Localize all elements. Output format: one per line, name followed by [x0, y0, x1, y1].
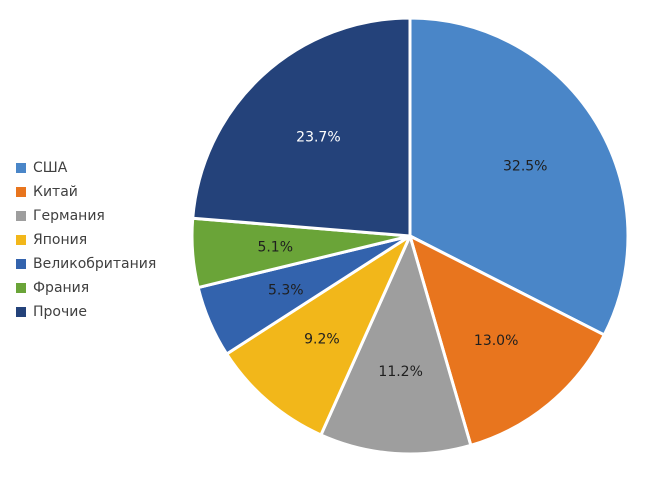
- legend-swatch: [16, 186, 26, 197]
- legend-item-3: Япония: [16, 230, 156, 249]
- legend-item-1: Китай: [16, 182, 156, 201]
- legend-label: Великобритания: [33, 255, 157, 272]
- legend-item-4: Великобритания: [16, 254, 156, 273]
- chart-legend: США Китай Германия Япония Великобритания Фран…: [16, 158, 156, 321]
- pie-slice-6: [191, 16, 412, 238]
- data-label-4: 5.3%: [268, 282, 304, 298]
- pie-slice-2: [319, 234, 473, 456]
- legend-item-5: Франия: [16, 278, 156, 297]
- legend-swatch: [16, 306, 26, 317]
- data-label-5: 5.1%: [257, 240, 293, 256]
- legend-swatch: [16, 258, 26, 269]
- legend-label: Прочие: [33, 303, 87, 320]
- pie-slice-3: [225, 234, 412, 437]
- legend-swatch: [16, 210, 26, 221]
- data-label-0: 32.5%: [503, 158, 547, 174]
- pie-slice-1: [408, 234, 606, 447]
- legend-swatch: [16, 234, 26, 245]
- legend-label: Япония: [33, 231, 88, 248]
- pie-slice-0: [408, 16, 630, 337]
- legend-swatch: [16, 162, 26, 173]
- data-label-3: 9.2%: [304, 332, 340, 348]
- legend-label: Германия: [33, 207, 105, 224]
- legend-label: Франия: [33, 279, 90, 296]
- legend-label: Китай: [33, 183, 78, 200]
- data-label-2: 11.2%: [378, 364, 422, 380]
- legend-label: США: [33, 159, 68, 176]
- data-label-1: 13.0%: [474, 333, 518, 349]
- legend-item-2: Германия: [16, 206, 156, 225]
- legend-item-0: США: [16, 158, 156, 177]
- data-label-6: 23.7%: [296, 130, 340, 146]
- legend-item-6: Прочие: [16, 302, 156, 321]
- legend-swatch: [16, 282, 26, 293]
